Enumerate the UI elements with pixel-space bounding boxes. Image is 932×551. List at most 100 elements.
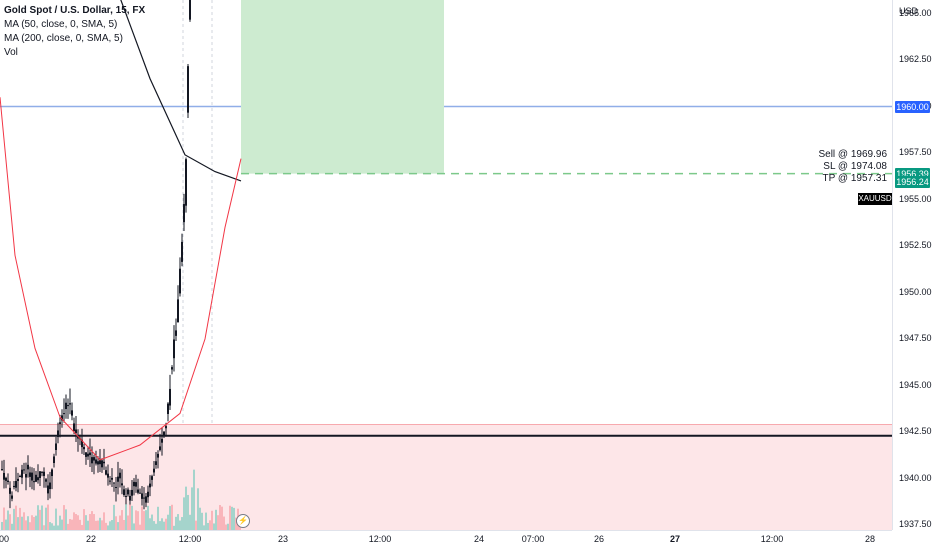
volume-bar <box>179 520 181 530</box>
price-tick: 1937.50 <box>899 519 932 529</box>
price-tick: 1955.00 <box>899 193 932 204</box>
candle-body <box>115 487 117 489</box>
candle-body <box>99 460 101 465</box>
volume-bar <box>41 505 43 530</box>
volume-bar <box>141 506 143 530</box>
candle-body <box>161 438 163 443</box>
volume-bar <box>233 507 235 530</box>
volume-bar <box>115 516 117 530</box>
volume-bar <box>125 504 127 530</box>
candle-body <box>149 483 151 488</box>
volume-bar <box>191 487 193 530</box>
volume-bar <box>183 497 185 530</box>
volume-bar <box>35 515 37 530</box>
volume-bar <box>47 504 49 530</box>
volume-bar <box>139 524 141 530</box>
candle-body <box>101 460 103 468</box>
symbol-title[interactable]: Gold Spot / U.S. Dollar, 15, FX <box>4 5 146 16</box>
candle-body <box>163 431 165 436</box>
lightning-icon[interactable]: ⚡ <box>236 514 250 528</box>
volume-bar <box>105 522 107 530</box>
volume-bar <box>29 522 31 530</box>
candle-body <box>185 159 187 206</box>
volume-bar <box>67 523 69 530</box>
candle-body <box>57 430 59 437</box>
candle-body <box>51 469 53 477</box>
candle-body <box>177 299 179 323</box>
volume-bar <box>121 510 123 530</box>
candle-body <box>23 469 25 471</box>
volume-bar <box>117 522 119 530</box>
candle-body <box>97 461 99 465</box>
candle-body <box>21 469 23 478</box>
volume-bar <box>37 505 39 530</box>
volume-bar <box>79 519 81 530</box>
candle-body <box>43 471 45 476</box>
candle-body <box>169 388 171 406</box>
volume-bar <box>201 512 203 530</box>
volume-bar <box>161 518 163 530</box>
volume-bar <box>143 511 145 530</box>
volume-bar <box>95 520 97 530</box>
volume-bar <box>137 511 139 530</box>
volume-bar <box>73 512 75 530</box>
volume-bar <box>171 504 173 530</box>
time-axis[interactable] <box>0 530 892 551</box>
volume-bar <box>91 511 93 530</box>
support-zone <box>0 424 892 530</box>
price-tick: 1957.50 <box>899 147 932 157</box>
candle-body <box>91 457 93 464</box>
volume-bar <box>203 525 205 530</box>
volume-legend[interactable]: Vol <box>4 47 18 58</box>
chart-legend: Gold Spot / U.S. Dollar, 15, FX MA (50, … <box>4 4 145 60</box>
candle-body <box>83 447 85 450</box>
candle-body <box>103 461 105 464</box>
candle-body <box>139 492 141 494</box>
volume-bar <box>167 514 169 530</box>
price-tag: 1956.24 <box>895 176 930 189</box>
candle-body <box>123 489 125 496</box>
candle-body <box>107 473 109 478</box>
volume-bar <box>193 469 195 530</box>
volume-bar <box>219 505 221 530</box>
volume-bar <box>119 515 121 530</box>
candle-body <box>39 471 41 479</box>
volume-bar <box>97 520 99 530</box>
volume-bar <box>205 512 207 530</box>
price-tick: 1942.50 <box>899 426 932 436</box>
volume-bar <box>23 512 25 530</box>
candle-body <box>93 457 95 461</box>
volume-bar <box>123 519 125 530</box>
candle-body <box>117 476 119 482</box>
candle-body <box>119 472 121 479</box>
volume-bar <box>43 525 45 530</box>
candle-body <box>5 477 7 481</box>
volume-bar <box>145 510 147 530</box>
candle-body <box>63 413 65 415</box>
volume-bar <box>75 514 77 530</box>
volume-bar <box>189 514 191 530</box>
volume-bar <box>149 518 151 530</box>
candle-body <box>47 485 49 494</box>
candle-body <box>143 497 145 499</box>
price-axis[interactable] <box>892 0 932 530</box>
volume-bar <box>159 521 161 530</box>
volume-bar <box>173 525 175 530</box>
ma200-legend[interactable]: MA (200, close, 0, SMA, 5) <box>4 33 123 44</box>
volume-bar <box>5 519 7 530</box>
price-tick: 1945.00 <box>899 379 932 390</box>
candle-body <box>41 471 43 473</box>
volume-bar <box>227 523 229 530</box>
volume-bar <box>131 505 133 530</box>
candle-body <box>27 464 29 470</box>
ma50-legend[interactable]: MA (50, close, 0, SMA, 5) <box>4 19 118 30</box>
candle-body <box>175 330 177 336</box>
volume-bar <box>71 519 73 530</box>
time-tick: 26 <box>593 534 605 544</box>
volume-bar <box>157 506 159 530</box>
time-tick: 12:00 <box>368 534 392 544</box>
candle-body <box>157 453 159 458</box>
price-tag: 1960.00 <box>895 100 930 113</box>
candle-body <box>87 453 89 457</box>
